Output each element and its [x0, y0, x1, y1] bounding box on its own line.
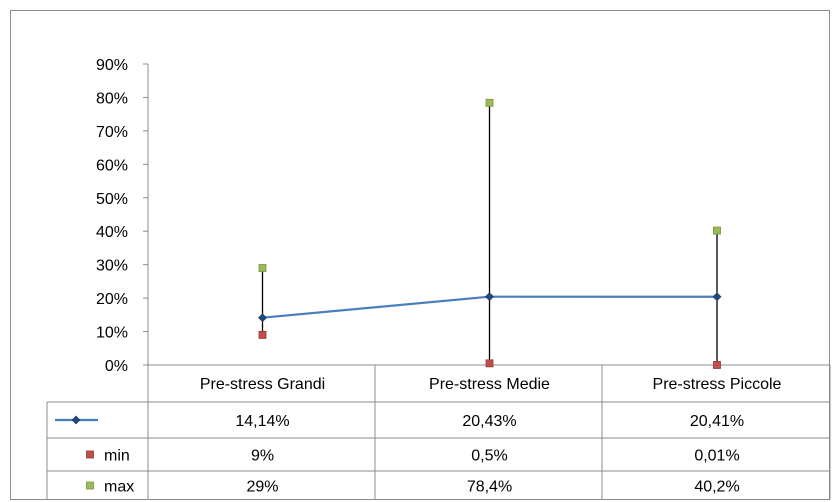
min-point: [485, 359, 494, 368]
y-tick-label: 20%: [96, 291, 128, 308]
y-tick-label: 10%: [96, 325, 128, 342]
y-tick-label: 80%: [96, 90, 128, 107]
table-cell-value: 20,41%: [690, 413, 744, 430]
x-category-label: Pre-stress Medie: [429, 376, 550, 393]
y-tick-label: 40%: [96, 224, 128, 241]
legend-min-marker: [86, 450, 94, 459]
chart-frame: [10, 10, 830, 500]
table-cell-value: 40,2%: [694, 479, 739, 496]
table-cell-value: 14,14%: [235, 413, 289, 430]
y-tick-label: 70%: [96, 124, 128, 141]
y-tick-label: 0%: [105, 358, 128, 375]
x-category-label: Pre-stress Grandi: [200, 376, 325, 393]
max-point: [713, 226, 721, 235]
legend-series-name: max: [104, 479, 134, 496]
table-cell-value: 9%: [251, 448, 274, 465]
table-cell-value: 29%: [246, 479, 278, 496]
y-tick-label: 50%: [96, 191, 128, 208]
table-cell-value: 0,01%: [694, 448, 739, 465]
y-tick-label: 30%: [96, 258, 128, 275]
legend-max-marker: [86, 481, 94, 490]
y-tick-label: 60%: [96, 157, 128, 174]
mean-point: [258, 313, 267, 323]
x-category-label: Pre-stress Piccole: [653, 376, 782, 393]
legend-series-name: min: [104, 448, 130, 465]
table-cell-value: 0,5%: [471, 448, 507, 465]
mean-point: [485, 292, 494, 302]
min-point: [258, 330, 267, 339]
table-cell-value: 78,4%: [467, 479, 512, 496]
table-cell-value: 20,43%: [462, 413, 516, 430]
max-point: [485, 98, 494, 107]
min-point: [713, 361, 721, 369]
y-tick-label: 90%: [96, 57, 128, 74]
mean-point: [712, 292, 722, 302]
max-point: [258, 264, 267, 272]
legend-mean-marker: [71, 415, 81, 425]
